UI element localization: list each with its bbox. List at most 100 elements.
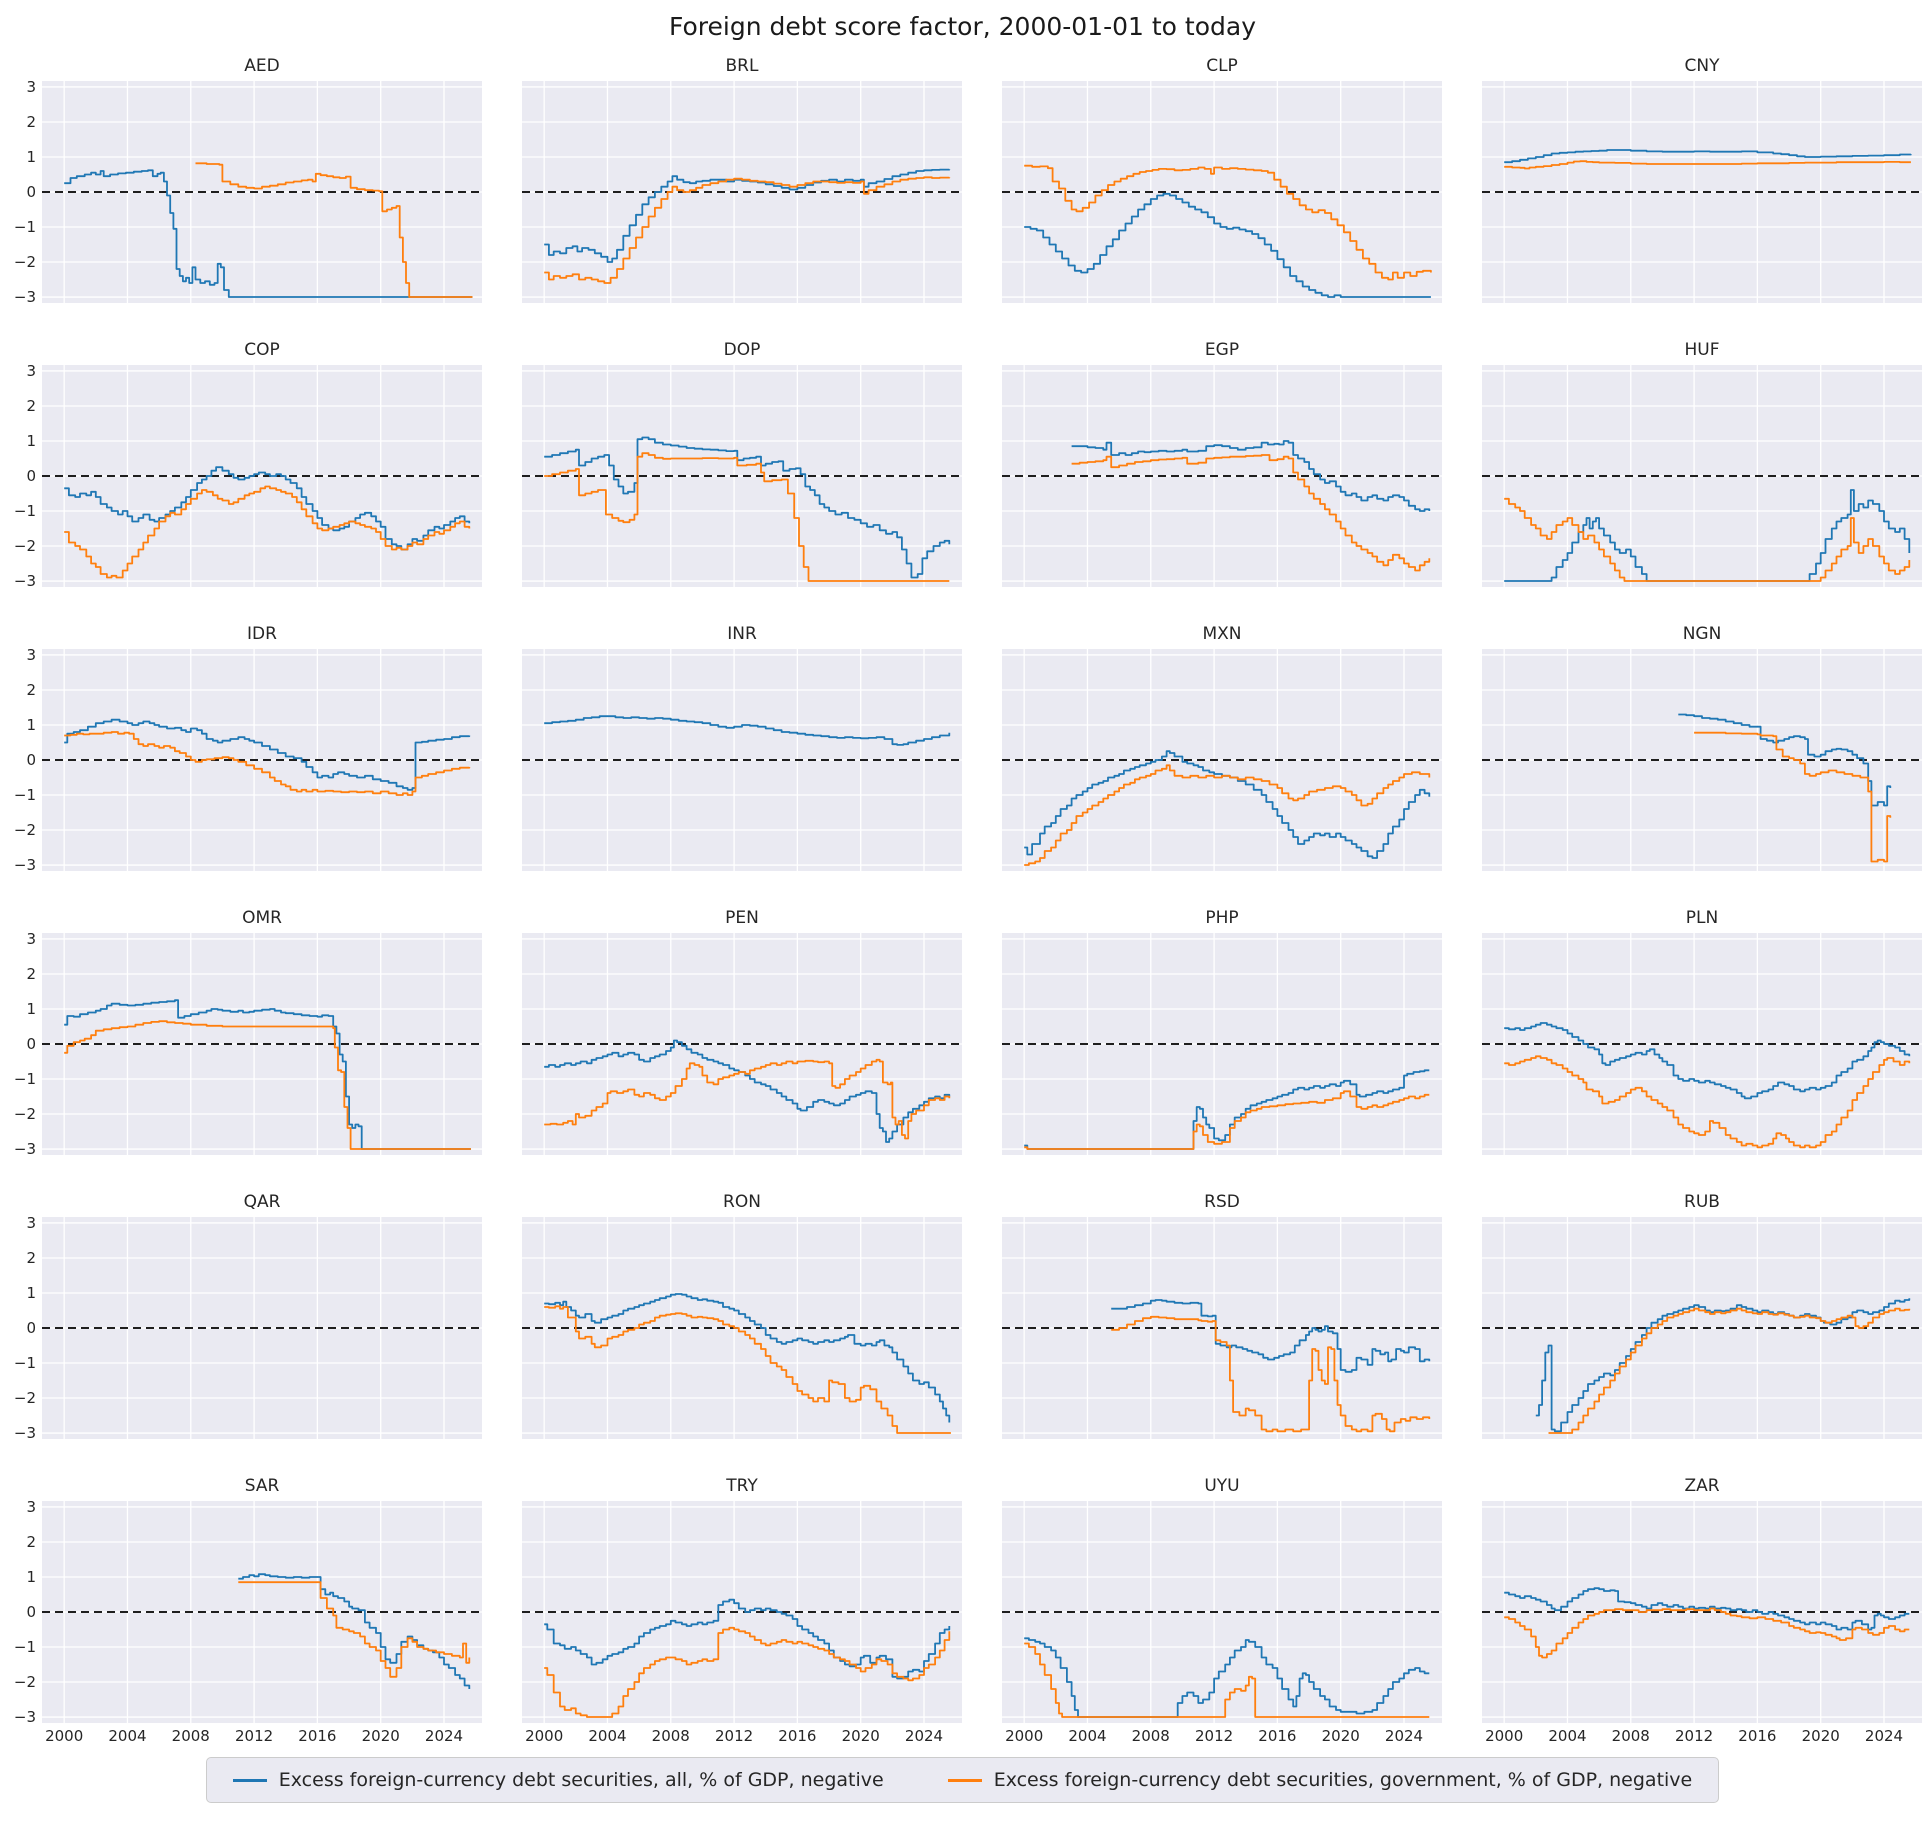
x-tick-label: 2012: [234, 1727, 274, 1745]
legend: Excess foreign-currency debt securities,…: [0, 1757, 1925, 1803]
subplot-title: SAR: [244, 1476, 280, 1496]
x-tick-label: 2024: [1864, 1727, 1904, 1745]
series-line-government: [1504, 497, 1911, 582]
y-axis-AED: 3 2 1 0 −1 −2 −3: [6, 77, 36, 307]
series-line-all: [1504, 1022, 1911, 1100]
series-line-all: [1024, 192, 1431, 298]
y-tick-label: −1: [13, 1638, 36, 1657]
subplot-INR: INR: [522, 623, 962, 871]
subplot-title: CNY: [1684, 56, 1720, 76]
subplot-QAR: QAR 3 2 1 0 −1 −2 −3: [14, 1191, 482, 1442]
subplot-title: RUB: [1684, 1192, 1720, 1212]
x-tick-label: 2020: [361, 1727, 400, 1745]
y-tick-label: 1: [26, 431, 36, 450]
chart-grid: AED 3 2 1 0 −1 −2 −3 BRL CLP CNY COP 3 2 1 0 −1 −2 −3 DOP EG…: [0, 55, 1925, 1753]
subplot-title: PLN: [1685, 908, 1719, 928]
y-tick-label: 1: [26, 1567, 36, 1586]
series-line-all: [544, 1293, 951, 1423]
y-tick-label: −1: [13, 786, 36, 805]
series-line-government: [544, 1305, 951, 1434]
series-line-government: [1024, 164, 1432, 281]
y-tick-label: 0: [26, 1319, 36, 1337]
y-tick-label: 3: [26, 77, 36, 96]
subplot-OMR: OMR 3 2 1 0 −1 −2 −3: [14, 907, 482, 1158]
subplot-TRY: TRY 2000 2004 2008 2012 2016 2020 2024: [522, 1475, 962, 1745]
x-tick-label: 2008: [171, 1727, 210, 1745]
x-tick-label: 2020: [1801, 1727, 1840, 1745]
plot-area-DOP: [522, 365, 962, 587]
y-tick-label: −2: [13, 537, 36, 556]
series-line-government: [1548, 1307, 1911, 1434]
series-line-all: [544, 1039, 951, 1143]
subplot-PEN: PEN: [522, 907, 962, 1155]
y-tick-label: 1: [26, 147, 36, 166]
y-tick-label: 0: [26, 1603, 36, 1621]
x-tick-label: 2016: [778, 1727, 817, 1745]
legend-line-government-icon: [947, 1778, 982, 1782]
y-tick-label: 2: [26, 1532, 36, 1551]
y-tick-label: −2: [13, 1105, 36, 1124]
plot-area-COP: [42, 365, 482, 587]
series-line-all: [1678, 713, 1892, 807]
y-tick-label: 2: [26, 680, 36, 699]
plot-area-TRY: [522, 1501, 962, 1723]
x-tick-label: 2024: [1384, 1727, 1424, 1745]
y-tick-label: −3: [13, 1140, 36, 1159]
y-tick-label: −3: [13, 856, 36, 875]
subplot-title: IDR: [247, 624, 277, 644]
subplot-HUF: HUF: [1482, 339, 1922, 587]
plot-area-IDR: [42, 649, 482, 871]
legend-label-government: Excess foreign-currency debt securities,…: [993, 1769, 1693, 1791]
subplot-NGN: NGN: [1482, 623, 1922, 871]
x-axis-TRY: 2000 2004 2008 2012 2016 2020 2024: [522, 1727, 962, 1751]
plot-area-HUF: [1482, 365, 1922, 587]
y-tick-label: −3: [13, 288, 36, 307]
subplot-ZAR: ZAR 2000 2004 2008 2012 2016 2020 2024: [1482, 1475, 1922, 1745]
x-tick-label: 2008: [1131, 1727, 1170, 1745]
y-tick-label: 3: [26, 929, 36, 948]
x-tick-label: 2008: [1611, 1727, 1650, 1745]
legend-box: Excess foreign-currency debt securities,…: [205, 1757, 1720, 1803]
series-line-government: [1504, 1607, 1910, 1659]
x-tick-label: 2024: [904, 1727, 944, 1745]
plot-area-ZAR: [1482, 1501, 1922, 1723]
legend-line-all-icon: [232, 1778, 267, 1782]
x-tick-label: 2016: [1258, 1727, 1297, 1745]
x-tick-label: 2004: [1548, 1727, 1587, 1745]
subplot-title: AED: [244, 56, 280, 76]
subplot-title: ZAR: [1684, 1476, 1720, 1496]
y-tick-label: −1: [13, 502, 36, 521]
y-tick-label: 3: [26, 1497, 36, 1516]
series-line-government: [1071, 454, 1431, 572]
y-tick-label: −1: [13, 1354, 36, 1373]
y-tick-label: −2: [13, 253, 36, 272]
legend-label-all: Excess foreign-currency debt securities,…: [278, 1769, 884, 1791]
y-axis-COP: 3 2 1 0 −1 −2 −3: [6, 362, 36, 590]
y-tick-label: 3: [26, 645, 36, 664]
subplot-IDR: IDR 3 2 1 0 −1 −2 −3: [14, 623, 482, 874]
series-line-government: [64, 485, 471, 579]
plot-area-PLN: [1482, 933, 1922, 1155]
series-line-government: [1504, 1055, 1911, 1149]
x-tick-label: 2004: [1068, 1727, 1107, 1745]
x-axis-UYU: 2000 2004 2008 2012 2016 2020 2024: [1002, 1727, 1442, 1751]
plot-area-UYU: [1002, 1501, 1442, 1723]
x-tick-label: 2020: [841, 1727, 880, 1745]
subplot-BRL: BRL: [522, 55, 962, 303]
y-axis-QAR: 3 2 1 0 −1 −2 −3: [6, 1213, 36, 1442]
plot-area-QAR: [42, 1217, 482, 1439]
series-line-government: [544, 1058, 951, 1140]
x-tick-label: 2004: [108, 1727, 147, 1745]
y-axis-SAR: 3 2 1 0 −1 −2 −3: [6, 1497, 36, 1726]
figure: Foreign debt score factor, 2000-01-01 to…: [0, 12, 1925, 1803]
x-tick-label: 2012: [1194, 1727, 1234, 1745]
y-tick-label: 3: [26, 1213, 36, 1232]
plot-area-EGP: [1002, 365, 1442, 587]
subplot-title: OMR: [242, 908, 282, 928]
plot-area-NGN: [1482, 649, 1922, 871]
x-tick-label: 2012: [1674, 1727, 1714, 1745]
series-line-all: [1024, 1637, 1430, 1718]
plot-area-AED: [42, 81, 482, 303]
subplot-title: MXN: [1202, 624, 1242, 644]
legend-item-government: Excess foreign-currency debt securities,…: [947, 1769, 1693, 1791]
